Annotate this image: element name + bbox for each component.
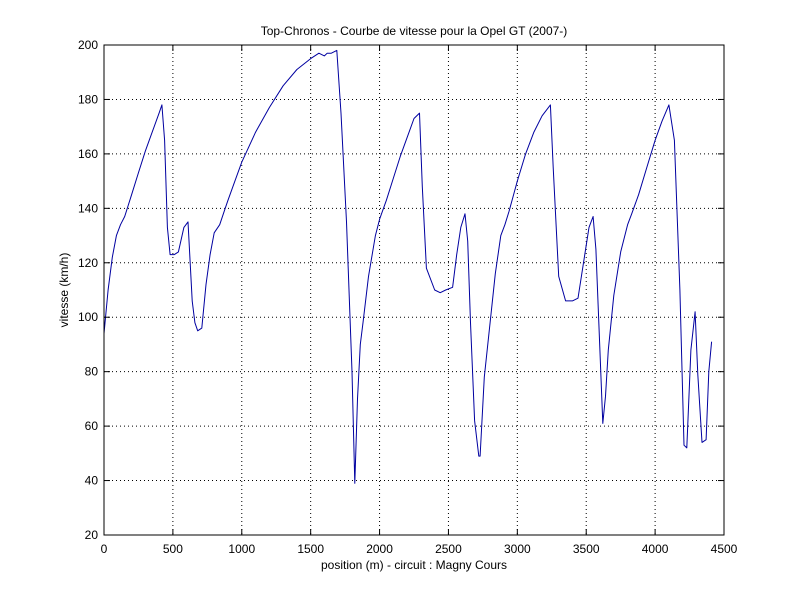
y-tick-label: 20 xyxy=(85,528,99,542)
y-tick-label: 120 xyxy=(78,256,98,270)
x-axis-label: position (m) - circuit : Magny Cours xyxy=(321,558,507,572)
x-tick-label: 4000 xyxy=(642,542,669,556)
series-line-0 xyxy=(103,49,713,484)
axis-ticks: 0 500 1000 1500 2000 2500 3000 3500 4000 4500 20 40… xyxy=(78,38,738,556)
series-layer xyxy=(103,49,713,484)
y-axis-label: vitesse (km/h) xyxy=(57,253,71,328)
x-tick-label: 2500 xyxy=(435,542,462,556)
x-tick-label: 3500 xyxy=(573,542,600,556)
y-tick-label: 180 xyxy=(78,92,98,106)
y-tick-label: 80 xyxy=(85,365,99,379)
x-tick-label: 500 xyxy=(163,542,183,556)
x-tick-label: 1500 xyxy=(297,542,324,556)
y-tick-label: 100 xyxy=(78,310,98,324)
grid-lines xyxy=(104,45,724,535)
x-tick-label: 0 xyxy=(101,542,108,556)
x-tick-label: 1000 xyxy=(228,542,255,556)
y-tick-label: 200 xyxy=(78,38,98,52)
x-tick-label: 3000 xyxy=(504,542,531,556)
y-tick-label: 140 xyxy=(78,201,98,215)
y-tick-label: 40 xyxy=(85,474,99,488)
plot-frame xyxy=(103,44,725,536)
plot-area xyxy=(104,45,724,535)
chart-title: Top-Chronos - Courbe de vitesse pour la … xyxy=(261,24,568,38)
x-tick-label: 2000 xyxy=(366,542,393,556)
y-tick-label: 60 xyxy=(85,419,99,433)
y-tick-label: 160 xyxy=(78,147,98,161)
x-tick-label: 4500 xyxy=(711,542,738,556)
